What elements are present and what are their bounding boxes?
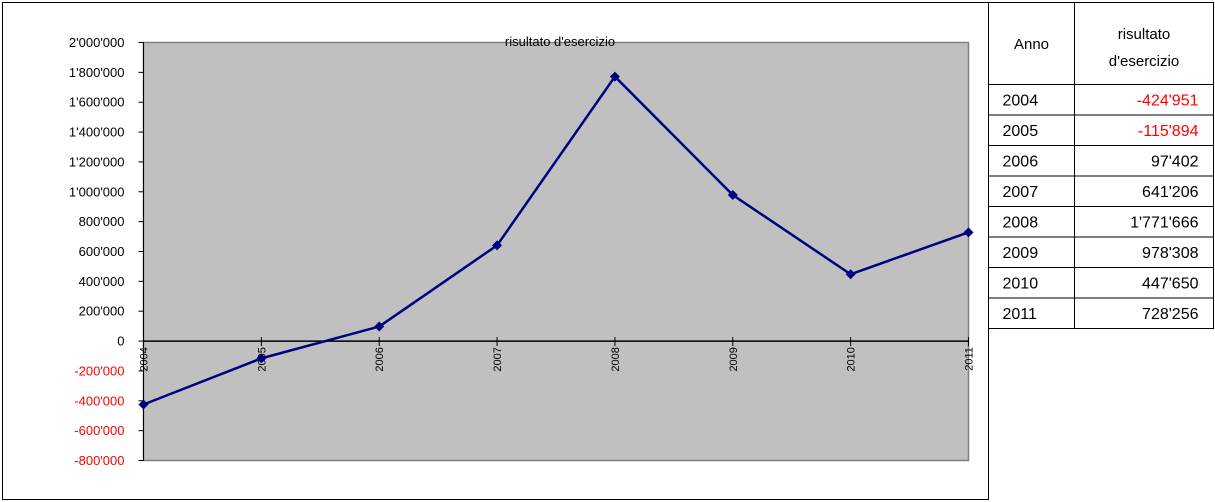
- table-cell-year: 2005: [1003, 123, 1039, 140]
- y-tick-label: 1'000'000: [69, 184, 125, 199]
- x-tick-label: 2004: [139, 347, 151, 371]
- table-cell-year: 2006: [1003, 154, 1039, 171]
- data-point-marker: [492, 240, 503, 251]
- data-point-marker: [138, 399, 149, 410]
- data-point-marker: [256, 353, 267, 364]
- table-cell-year: 2010: [1003, 276, 1039, 293]
- table-border: [988, 2, 1214, 329]
- x-tick-label: 2009: [728, 347, 740, 371]
- data-point-marker: [963, 227, 974, 238]
- table-cell-value: 1'771'666: [1130, 215, 1199, 232]
- y-tick-label: 800'000: [79, 214, 125, 229]
- data-table: Anno risultato d'esercizio 2004 -424'951 2005…: [988, 2, 1214, 329]
- table-cell-value: 641'206: [1142, 184, 1199, 201]
- table-cell-value: -424'951: [1137, 93, 1199, 110]
- x-tick-label: 2010: [846, 347, 858, 371]
- y-tick-label: 0: [117, 334, 124, 349]
- table-cell-value: 978'308: [1142, 245, 1199, 262]
- table-cell-year: 2004: [1003, 93, 1039, 110]
- table-header-value-line2: d'esercizio: [1109, 53, 1179, 70]
- y-tick-label: 1'400'000: [69, 125, 125, 140]
- axes-layer: 2'000'000 1'800'000 1'600'000 1'400'000 1'20…: [69, 35, 976, 468]
- table-cell-value: 447'650: [1142, 276, 1199, 293]
- table-cell-year: 2008: [1003, 215, 1039, 232]
- data-point-marker: [845, 269, 856, 280]
- table-cell-value: -115'894: [1138, 123, 1199, 140]
- y-tick-label: 400'000: [79, 274, 125, 289]
- y-tick-label: 600'000: [79, 244, 125, 259]
- series-layer: [138, 71, 974, 410]
- y-tick-label: 1'800'000: [69, 65, 125, 80]
- x-tick-label: 2007: [492, 347, 504, 371]
- y-tick-label: -800'000: [74, 453, 124, 468]
- x-tick-label: 2006: [374, 347, 386, 371]
- y-tick-label: -200'000: [74, 363, 124, 378]
- table-cell-year: 2009: [1003, 245, 1039, 262]
- y-tick-label: 200'000: [79, 304, 125, 319]
- series-line: [143, 74, 969, 406]
- y-tick-label: -400'000: [74, 393, 124, 408]
- data-point-marker: [374, 321, 385, 332]
- table-cell-year: 2011: [1003, 306, 1038, 323]
- data-point-marker: [727, 190, 738, 201]
- x-tick-label: 2011: [964, 347, 976, 371]
- y-tick-label: 1'200'000: [69, 154, 125, 169]
- table-header-year: Anno: [1014, 36, 1049, 53]
- chart-title: risultato d'esercizio: [505, 34, 615, 49]
- table-cell-value: 728'256: [1142, 306, 1199, 323]
- table-cell-year: 2007: [1003, 184, 1039, 201]
- y-tick-label: 2'000'000: [69, 35, 125, 50]
- y-tick-label: 1'600'000: [69, 95, 125, 110]
- data-point-marker: [609, 71, 620, 82]
- table-cell-value: 97'402: [1151, 154, 1199, 171]
- y-tick-label: -600'000: [74, 423, 124, 438]
- table-header-value-line1: risultato: [1118, 26, 1171, 43]
- x-tick-label: 2008: [610, 347, 622, 371]
- plot-area: [142, 41, 970, 462]
